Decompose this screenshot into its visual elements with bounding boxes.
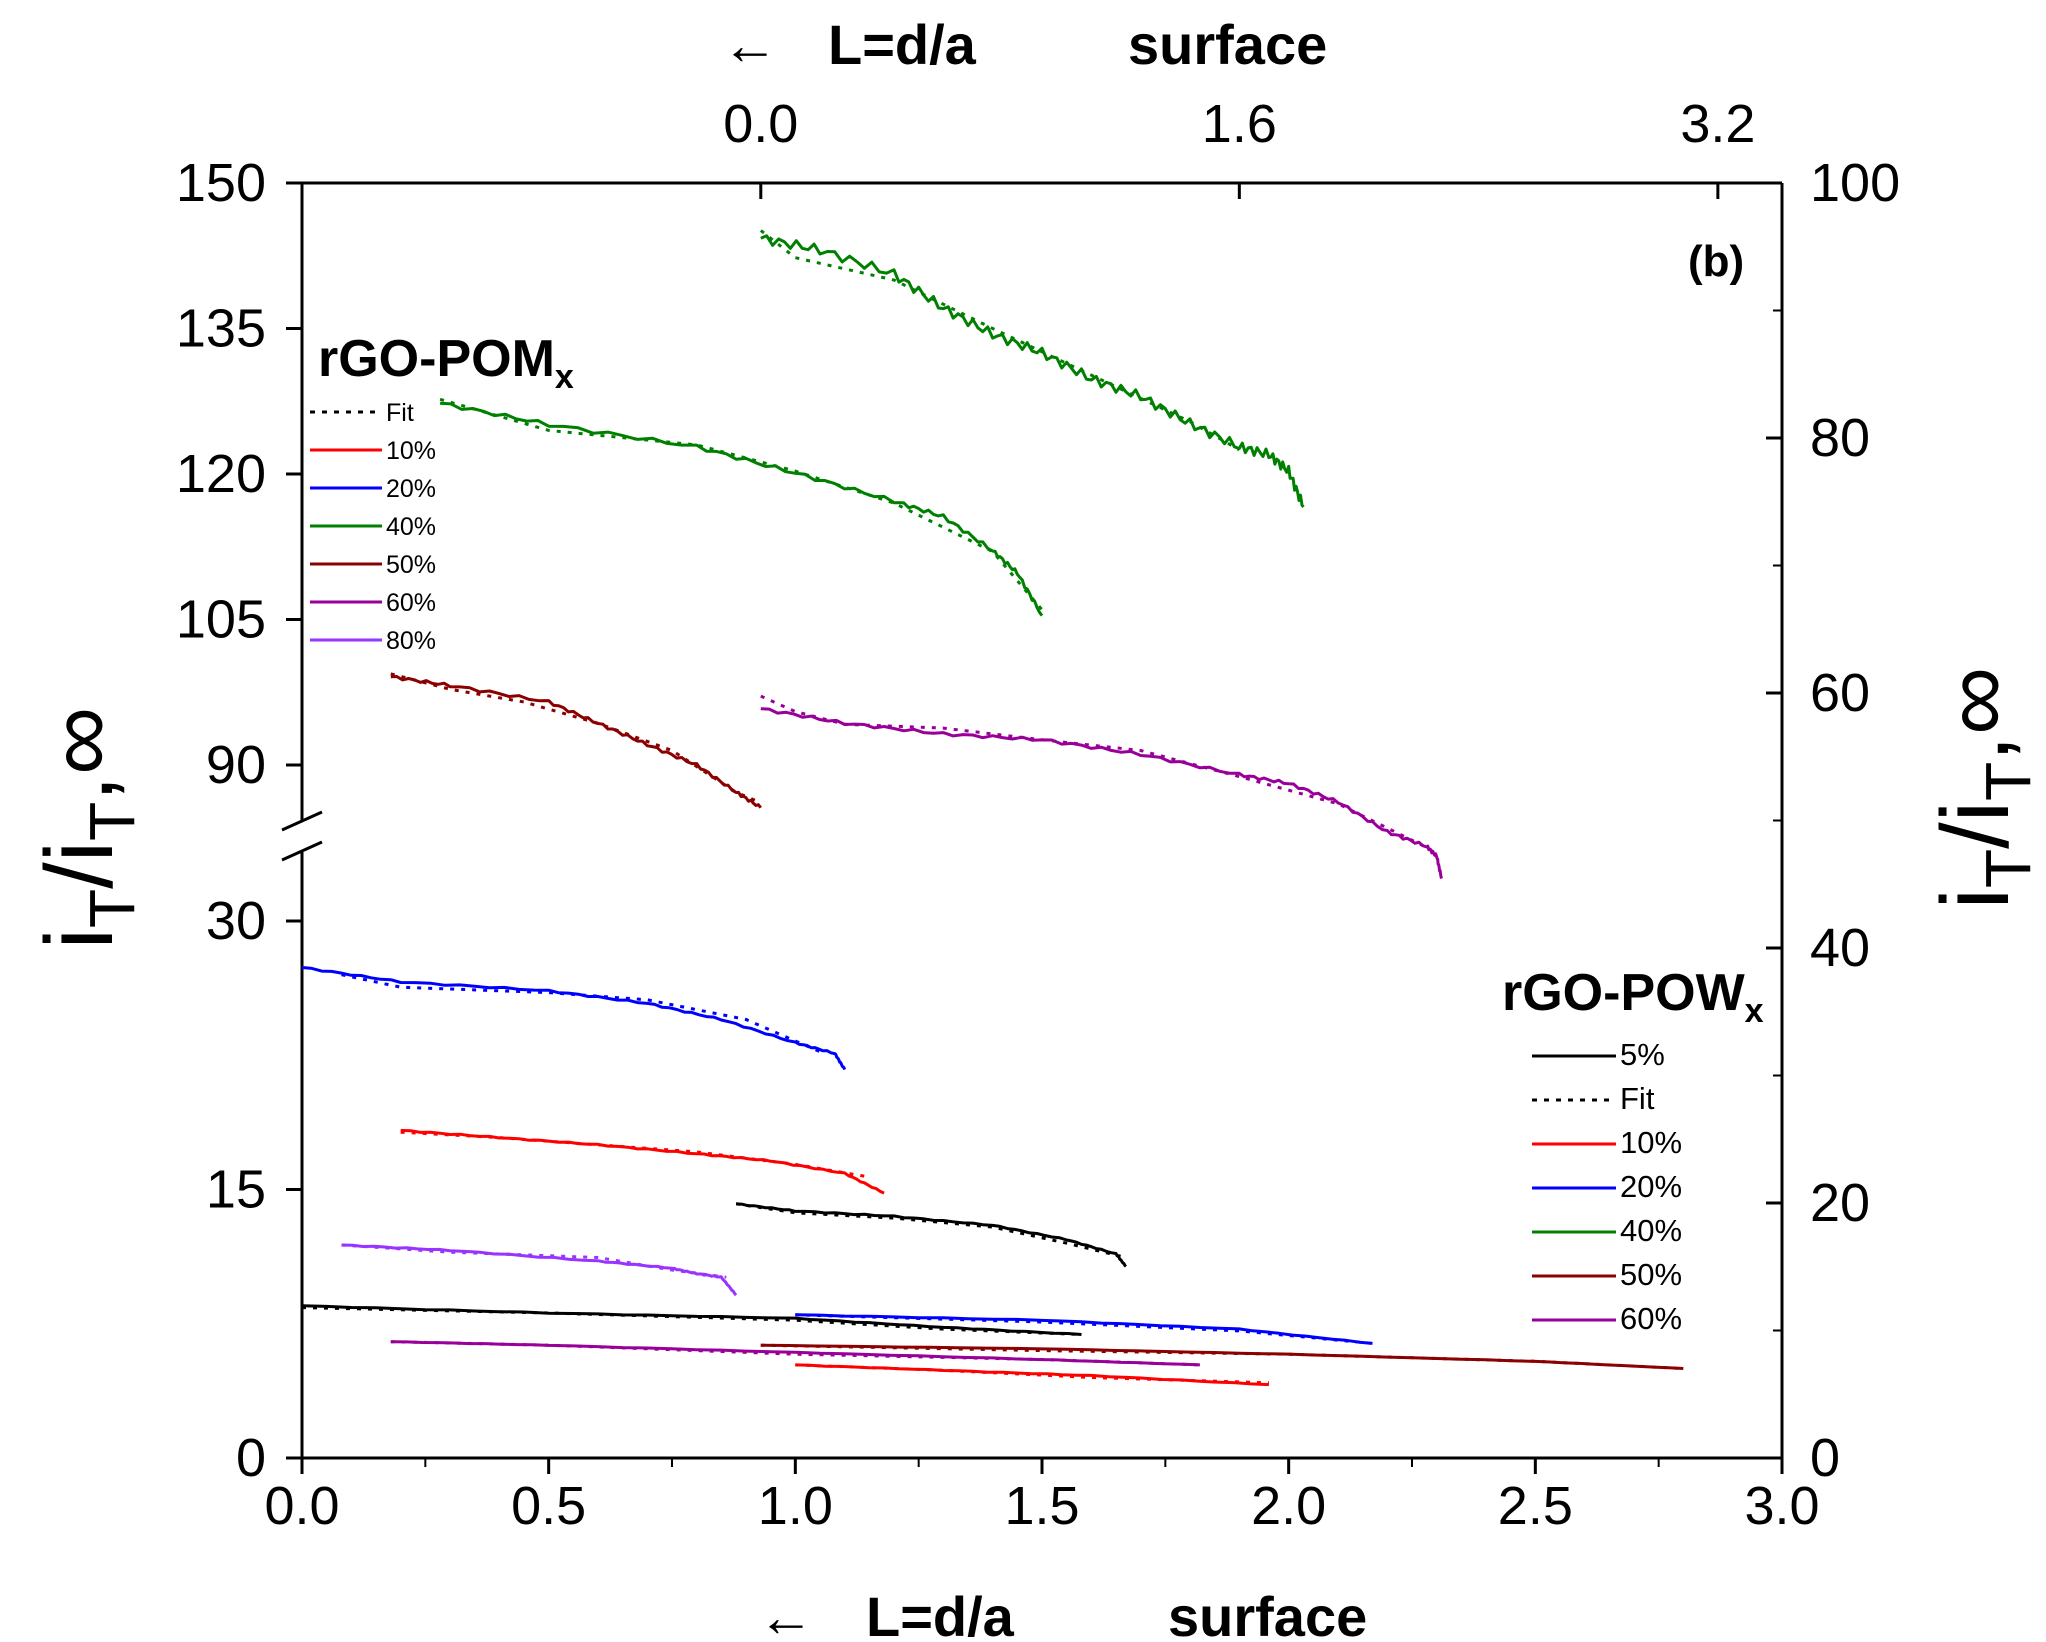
series-line <box>736 1202 1127 1268</box>
bottom-axis-surface-label: surface <box>1168 1585 1367 1642</box>
bottom-tick-label: 2.0 <box>1251 1476 1326 1536</box>
left-tick-label: 105 <box>176 590 266 650</box>
right-tick-label: 20 <box>1810 1173 1870 1233</box>
bottom-tick-label: 2.5 <box>1498 1476 1573 1536</box>
bottom-tick-label: 3.0 <box>1744 1476 1819 1536</box>
bottom-axis-arrow: ← <box>758 1585 814 1642</box>
series-line <box>795 1363 1269 1387</box>
left-axis-label: iT/iT,∞ <box>26 707 148 950</box>
axis-break-mark-upper <box>281 810 323 832</box>
bottom-tick-label: 0.0 <box>264 1476 339 1536</box>
legend-pom-entry-label: 10% <box>386 437 436 465</box>
legend-pom-entry-label: Fit <box>386 399 414 427</box>
left-tick-label: 150 <box>176 153 266 213</box>
legend-rgo-pow: rGO-POWx 5% Fit 10% 20% 40% 50% 60% <box>1502 964 1764 1336</box>
legend-pow-entry-label: 60% <box>1620 1301 1682 1336</box>
left-tick-label: 15 <box>206 1160 266 1220</box>
top-axis-arrow: ← <box>722 13 778 76</box>
series-line <box>301 1304 1082 1336</box>
bottom-axis-label: L=d/a <box>866 1585 1015 1642</box>
series-fit-line <box>760 1343 1684 1370</box>
legend-pom-entry-label: 40% <box>386 513 436 541</box>
left-tick-label: 30 <box>206 891 266 951</box>
top-tick-label: 1.6 <box>1202 94 1277 154</box>
right-tick-label: 0 <box>1810 1428 1840 1488</box>
series-fit-line <box>795 1363 1269 1385</box>
series-line <box>400 1128 885 1195</box>
series-line <box>440 401 1044 617</box>
legend-pom-entry-label: 80% <box>386 627 436 655</box>
right-tick-label: 80 <box>1810 408 1870 468</box>
right-tick-label: 60 <box>1810 663 1870 723</box>
series-fit-line <box>301 1306 1082 1336</box>
legend-pow-entry-label: Fit <box>1620 1081 1655 1116</box>
series-fit-line <box>439 397 1044 611</box>
series-fit-line <box>341 973 821 1054</box>
series-fit-line <box>795 1313 1373 1345</box>
series-fit-line <box>390 1340 1200 1367</box>
legend-pow-entry-label: 5% <box>1620 1037 1665 1072</box>
series-line <box>795 1313 1373 1345</box>
bottom-tick-label: 1.5 <box>1004 1476 1079 1536</box>
series-fit-line <box>759 229 1241 452</box>
bottom-tick-label: 0.5 <box>511 1476 586 1536</box>
bottom-tick-label: 1.0 <box>758 1476 833 1536</box>
series-line <box>341 1243 738 1297</box>
left-tick-label: 0 <box>236 1428 266 1488</box>
legend-pom-entry-label: 60% <box>386 589 436 617</box>
top-axis-label: L=d/a <box>828 13 977 76</box>
left-tick-label: 90 <box>206 735 266 795</box>
legend-pom-title: rGO-POMx <box>318 330 574 396</box>
series-line <box>390 675 762 809</box>
legend-pow-entry-label: 40% <box>1620 1213 1682 1248</box>
axis-break-mark-lower <box>281 840 323 862</box>
series-line <box>760 707 1444 880</box>
series-line <box>760 234 1305 508</box>
left-tick-label: 120 <box>176 444 266 504</box>
legend-pom-entry-label: 50% <box>386 551 436 579</box>
top-axis-surface-label: surface <box>1128 13 1327 76</box>
series-line <box>301 966 847 1071</box>
legend-pom-entry-label: 20% <box>386 475 436 503</box>
left-tick-label: 135 <box>176 299 266 359</box>
top-tick-label: 3.2 <box>1680 94 1755 154</box>
legend-pow-title: rGO-POWx <box>1502 964 1764 1030</box>
legend-pow-entry-label: 20% <box>1620 1169 1682 1204</box>
series-fit-line <box>760 694 1428 849</box>
right-tick-label: 100 <box>1810 153 1900 213</box>
panel-label: (b) <box>1688 237 1744 286</box>
legend-pow-entry-label: 10% <box>1620 1125 1682 1160</box>
right-axis-label: iT/iT,∞ <box>1922 667 2044 910</box>
legend-rgo-pom: rGO-POMx Fit 10% 20% 40% 50% 60% 80% <box>310 330 574 655</box>
series-fit-line <box>390 672 762 805</box>
legend-pow-entry-label: 50% <box>1620 1257 1682 1292</box>
top-tick-label: 0.0 <box>723 94 798 154</box>
series-fit-line <box>341 1243 727 1279</box>
series-fit-line <box>735 1202 1127 1259</box>
series-fit-line <box>400 1130 870 1179</box>
right-tick-label: 40 <box>1810 918 1870 978</box>
